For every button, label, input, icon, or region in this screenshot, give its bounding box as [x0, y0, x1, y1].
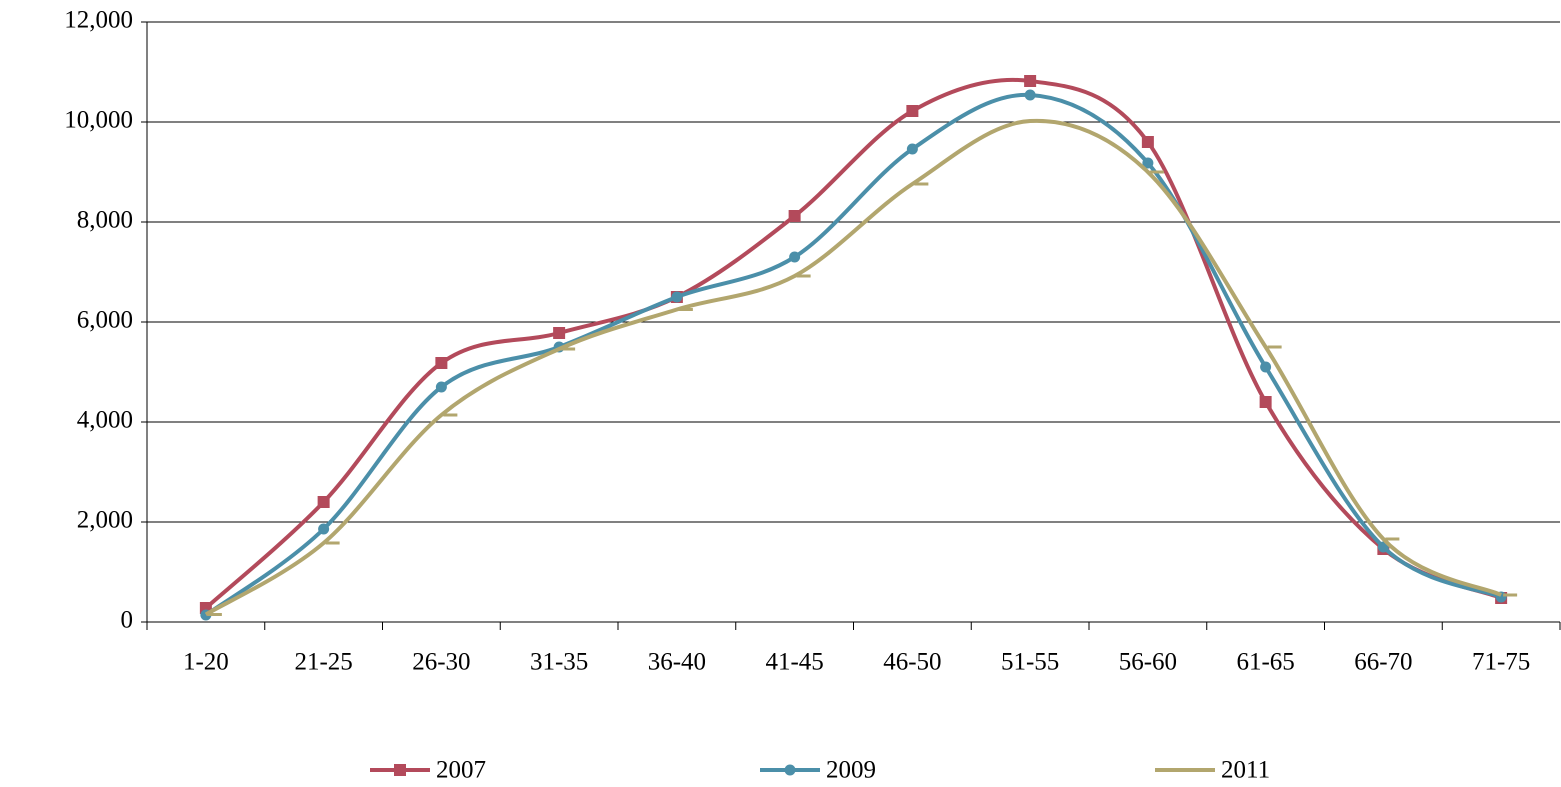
marker: [1142, 157, 1154, 169]
marker: [1149, 170, 1164, 174]
series-line: [204, 118, 1502, 617]
marker: [1267, 345, 1282, 349]
marker: [678, 308, 693, 311]
marker: [1024, 75, 1037, 87]
y-tick-label: 6,000: [77, 307, 133, 334]
y-tick-label: 2,000: [77, 507, 133, 534]
marker: [1024, 89, 1036, 101]
marker: [435, 381, 447, 393]
legend-label: 2007: [436, 757, 486, 784]
marker: [1259, 396, 1272, 408]
marker: [784, 764, 796, 776]
marker: [394, 764, 406, 776]
x-tick-label: 26-30: [412, 649, 470, 676]
x-tick-label: 71-75: [1472, 649, 1530, 676]
marker: [914, 182, 929, 186]
marker: [789, 251, 801, 263]
x-tick-label: 36-40: [648, 649, 706, 676]
marker: [561, 347, 576, 351]
marker: [443, 413, 458, 417]
y-tick-label: 4,000: [77, 407, 133, 434]
y-tick-label: 0: [121, 607, 134, 634]
y-tick-label: 12,000: [64, 7, 133, 34]
x-tick-label: 31-35: [530, 649, 588, 676]
legend-label: 2011: [1221, 757, 1270, 784]
marker: [671, 291, 683, 303]
marker: [317, 496, 330, 508]
marker: [435, 357, 448, 369]
marker: [1260, 361, 1272, 373]
x-tick-label: 41-45: [765, 649, 823, 676]
x-tick-label: 61-65: [1236, 649, 1294, 676]
marker: [1187, 768, 1201, 772]
marker: [1503, 593, 1518, 597]
y-tick-label: 10,000: [64, 107, 133, 134]
x-tick-label: 21-25: [294, 649, 352, 676]
y-tick-label: 8,000: [77, 207, 133, 234]
marker: [788, 210, 801, 222]
x-tick-label: 66-70: [1354, 649, 1412, 676]
series-line: [204, 77, 1502, 610]
marker: [796, 274, 811, 278]
x-tick-label: 46-50: [883, 649, 941, 676]
marker: [207, 613, 222, 616]
marker: [553, 327, 566, 339]
marker: [318, 523, 330, 535]
x-tick-label: 1-20: [183, 649, 229, 676]
marker: [906, 105, 919, 117]
marker: [906, 143, 918, 155]
marker: [1141, 136, 1154, 148]
x-tick-label: 56-60: [1119, 649, 1177, 676]
marker: [1032, 119, 1047, 123]
marker: [1385, 537, 1400, 541]
series-line: [204, 92, 1502, 617]
legend-label: 2009: [826, 757, 876, 784]
marker: [325, 541, 340, 545]
x-tick-label: 51-55: [1001, 649, 1059, 676]
